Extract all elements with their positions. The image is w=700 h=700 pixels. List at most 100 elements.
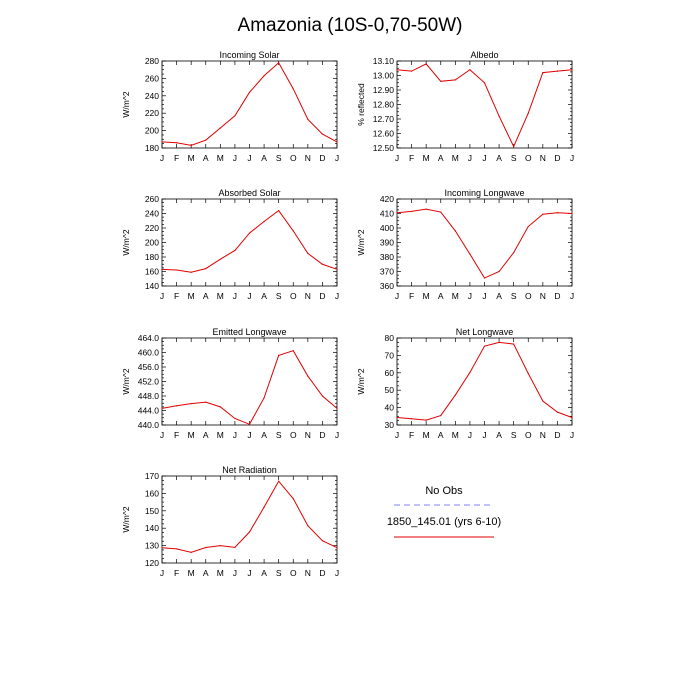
- incoming-longwave-xtick-label: J: [482, 291, 486, 301]
- net-radiation-xtick-label: M: [217, 568, 224, 578]
- absorbed-solar-xtick-label: F: [174, 291, 179, 301]
- incoming-longwave-plot-frame: [396, 198, 573, 287]
- albedo-xtick-label: J: [570, 153, 574, 163]
- albedo-ylabel: % reflected: [356, 83, 366, 126]
- absorbed-solar-xtick-label: A: [203, 291, 209, 301]
- net-longwave-data-point: [469, 371, 471, 374]
- emitted-longwave-ytick-label: 464.0: [138, 333, 160, 343]
- net-longwave-xtick-label: S: [511, 430, 517, 440]
- net-radiation-data-point: [307, 525, 309, 527]
- net-radiation-ytick-label: 170: [145, 471, 159, 481]
- absorbed-solar-data-point: [205, 268, 207, 270]
- emitted-longwave-ytick-label: 440.0: [138, 420, 160, 430]
- net-longwave-xtick-label: A: [496, 430, 502, 440]
- albedo-data-point: [556, 70, 559, 72]
- net-radiation-ylabel: W/m^2: [121, 506, 131, 532]
- incoming-solar-xtick-label: M: [188, 153, 195, 163]
- incoming-solar-data-point: [190, 144, 192, 146]
- incoming-solar-xtick-label: S: [276, 153, 282, 163]
- emitted-longwave-data-point: [205, 401, 207, 403]
- absorbed-solar-ytick-label: 180: [145, 252, 159, 262]
- incoming-solar-plot-frame: [161, 60, 338, 149]
- incoming-solar-ytick-label: 220: [145, 108, 159, 118]
- net-radiation-ytick-label: 140: [145, 523, 159, 533]
- emitted-longwave-data-point: [190, 403, 192, 405]
- incoming-longwave-title: Incoming Longwave: [444, 188, 524, 198]
- net-radiation-data-point: [190, 551, 192, 553]
- albedo-xtick-label: F: [409, 153, 414, 163]
- incoming-longwave-xtick-label: J: [395, 291, 399, 301]
- albedo-ytick-label: 12.50: [373, 143, 395, 153]
- albedo-data-point: [542, 72, 544, 74]
- emitted-longwave-xtick-label: J: [233, 430, 237, 440]
- incoming-solar-xtick-label: J: [160, 153, 164, 163]
- albedo-data-point: [425, 63, 427, 65]
- net-longwave-data-point: [513, 343, 515, 345]
- net-radiation-ytick-label: 150: [145, 506, 159, 516]
- incoming-longwave-ytick-label: 410: [380, 209, 394, 219]
- net-radiation-xtick-label: S: [276, 568, 282, 578]
- albedo-xtick-label: M: [452, 153, 459, 163]
- emitted-longwave-ytick-label: 456.0: [138, 362, 160, 372]
- net-longwave-xtick-label: M: [423, 430, 430, 440]
- absorbed-solar-data-point: [321, 263, 324, 265]
- absorbed-solar-ytick-label: 200: [145, 238, 159, 248]
- absorbed-solar-data-point: [307, 252, 309, 254]
- albedo-data-point: [483, 82, 486, 84]
- net-longwave-xtick-label: M: [452, 430, 459, 440]
- emitted-longwave-plot-frame: [161, 337, 338, 426]
- emitted-longwave-data-point: [336, 407, 338, 409]
- net-radiation-xtick-label: F: [174, 568, 179, 578]
- net-radiation-data-point: [248, 531, 251, 533]
- net-radiation-data-point: [292, 498, 294, 500]
- albedo-xtick-label: A: [438, 153, 444, 163]
- incoming-longwave-ytick-label: 360: [380, 281, 394, 291]
- net-longwave-xtick-label: F: [409, 430, 414, 440]
- emitted-longwave-xtick-label: M: [217, 430, 224, 440]
- incoming-longwave-xtick-label: F: [409, 291, 414, 301]
- net-radiation-xtick-label: A: [203, 568, 209, 578]
- incoming-solar-series-line: [161, 61, 338, 146]
- incoming-longwave-data-point: [425, 208, 427, 210]
- albedo-title: Albedo: [470, 50, 498, 60]
- albedo-data-point: [513, 145, 515, 148]
- net-radiation-data-point: [175, 548, 178, 550]
- emitted-longwave-xtick-label: D: [319, 430, 325, 440]
- emitted-longwave-xtick-label: M: [188, 430, 195, 440]
- albedo-ytick-label: 13.00: [373, 71, 395, 81]
- albedo-xtick-label: O: [525, 153, 532, 163]
- incoming-solar-xtick-label: J: [233, 153, 237, 163]
- emitted-longwave-xtick-label: J: [160, 430, 164, 440]
- net-radiation-ytick-label: 120: [145, 558, 159, 568]
- absorbed-solar-plot-frame: [161, 198, 338, 287]
- absorbed-solar-xtick-label: M: [217, 291, 224, 301]
- legend-model-label: 1850_145.01 (yrs 6-10): [387, 516, 501, 528]
- net-longwave-data-point: [454, 394, 456, 396]
- net-longwave-data-point: [556, 411, 559, 413]
- net-longwave-xtick-label: A: [438, 430, 444, 440]
- albedo-data-point: [410, 70, 413, 72]
- net-longwave-xtick-label: J: [570, 430, 574, 440]
- incoming-longwave-ytick-label: 380: [380, 252, 394, 262]
- incoming-solar-data-point: [248, 91, 251, 93]
- net-longwave-xtick-label: J: [482, 430, 486, 440]
- panel-albedo: Albedo 12.50 12.60 12.70 12.80 12.90 13.00 13.1…: [356, 50, 574, 163]
- net-radiation-xtick-label: M: [188, 568, 195, 578]
- incoming-solar-data-point: [292, 88, 294, 90]
- absorbed-solar-xtick-label: D: [319, 291, 325, 301]
- albedo-xtick-label: M: [423, 153, 430, 163]
- net-radiation-data-point: [263, 506, 265, 508]
- net-longwave-ylabel: W/m^2: [356, 368, 366, 394]
- incoming-longwave-xtick-label: J: [570, 291, 574, 301]
- incoming-longwave-data-point: [483, 277, 486, 279]
- incoming-longwave-xtick-label: S: [511, 291, 517, 301]
- emitted-longwave-data-point: [278, 354, 280, 356]
- incoming-solar-ytick-label: 260: [145, 73, 159, 83]
- incoming-solar-xtick-label: J: [335, 153, 339, 163]
- absorbed-solar-data-point: [219, 258, 221, 260]
- emitted-longwave-xtick-label: N: [305, 430, 311, 440]
